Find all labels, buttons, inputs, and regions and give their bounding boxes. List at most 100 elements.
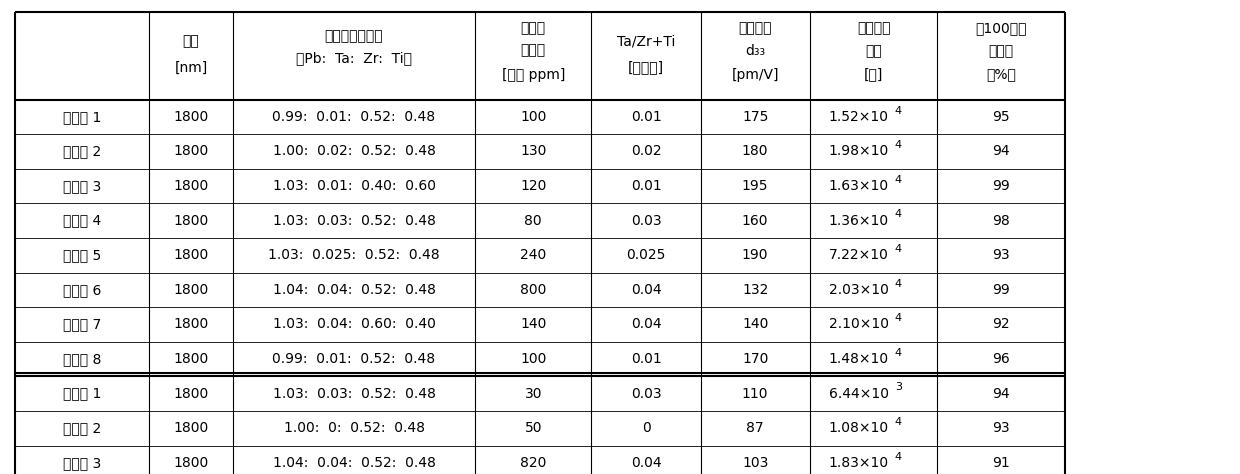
Text: 0.01: 0.01 — [631, 179, 661, 193]
Text: 0.04: 0.04 — [631, 283, 661, 297]
Text: 0.02: 0.02 — [631, 145, 661, 158]
Text: 180: 180 — [742, 145, 769, 158]
Text: 4: 4 — [895, 244, 901, 254]
Text: 0: 0 — [641, 421, 651, 435]
Text: 100: 100 — [520, 352, 547, 366]
Text: d₃₃: d₃₃ — [745, 44, 765, 58]
Text: 比较例 2: 比较例 2 — [63, 421, 100, 435]
Text: 1800: 1800 — [174, 421, 208, 435]
Text: 7.22×10: 7.22×10 — [828, 248, 889, 262]
Text: 30: 30 — [525, 387, 542, 401]
Text: 98: 98 — [992, 214, 1011, 228]
Text: 1800: 1800 — [174, 145, 208, 158]
Text: 96: 96 — [992, 352, 1011, 366]
Text: 碳含量: 碳含量 — [521, 43, 546, 57]
Text: 4: 4 — [895, 348, 901, 358]
Text: 1800: 1800 — [174, 283, 208, 297]
Text: 实施例 2: 实施例 2 — [63, 145, 100, 158]
Text: 实施例 6: 实施例 6 — [63, 283, 100, 297]
Text: 4: 4 — [895, 313, 901, 323]
Text: 92: 92 — [992, 318, 1011, 331]
Text: 80: 80 — [525, 214, 542, 228]
Text: 132: 132 — [742, 283, 769, 297]
Text: 103: 103 — [742, 456, 769, 470]
Text: 1.04:  0.04:  0.52:  0.48: 1.04: 0.04: 0.52: 0.48 — [273, 456, 435, 470]
Text: 1800: 1800 — [174, 179, 208, 193]
Text: 实施例 1: 实施例 1 — [63, 110, 100, 124]
Text: 1.00:  0:  0.52:  0.48: 1.00: 0: 0.52: 0.48 — [284, 421, 424, 435]
Text: 1.03:  0.01:  0.40:  0.60: 1.03: 0.01: 0.40: 0.60 — [273, 179, 435, 193]
Text: 1.08×10: 1.08×10 — [828, 421, 889, 435]
Text: 93: 93 — [992, 421, 1011, 435]
Text: 0.04: 0.04 — [631, 456, 661, 470]
Text: 比较例 1: 比较例 1 — [63, 387, 100, 401]
Text: 1.04:  0.04:  0.52:  0.48: 1.04: 0.04: 0.52: 0.48 — [273, 283, 435, 297]
Text: 800: 800 — [520, 283, 547, 297]
Text: 平均击穿: 平均击穿 — [857, 21, 890, 35]
Text: 94: 94 — [992, 145, 1011, 158]
Text: [秒]: [秒] — [864, 68, 883, 82]
Text: 1.03:  0.03:  0.52:  0.48: 1.03: 0.03: 0.52: 0.48 — [273, 387, 435, 401]
Text: 4: 4 — [895, 140, 901, 150]
Text: 比较例 3: 比较例 3 — [63, 456, 100, 470]
Text: 1.48×10: 1.48×10 — [828, 352, 889, 366]
Text: [质量 ppm]: [质量 ppm] — [501, 68, 565, 82]
Text: 95: 95 — [992, 110, 1011, 124]
Text: 100: 100 — [520, 110, 547, 124]
Text: 1800: 1800 — [174, 456, 208, 470]
Text: [原子比]: [原子比] — [627, 61, 665, 74]
Text: 140: 140 — [520, 318, 547, 331]
Text: 实施例 4: 实施例 4 — [63, 214, 100, 228]
Text: 120: 120 — [520, 179, 547, 193]
Text: 240: 240 — [520, 248, 547, 262]
Text: 175: 175 — [742, 110, 769, 124]
Text: 1800: 1800 — [174, 248, 208, 262]
Text: 0.04: 0.04 — [631, 318, 661, 331]
Text: 1.03:  0.04:  0.60:  0.40: 1.03: 0.04: 0.60: 0.40 — [273, 318, 435, 331]
Text: 4: 4 — [895, 175, 901, 185]
Text: 0.025: 0.025 — [626, 248, 666, 262]
Text: （100）面: （100）面 — [976, 21, 1027, 35]
Text: 实施例 8: 实施例 8 — [63, 352, 100, 366]
Text: 140: 140 — [742, 318, 769, 331]
Text: 1.03:  0.03:  0.52:  0.48: 1.03: 0.03: 0.52: 0.48 — [273, 214, 435, 228]
Text: 膜中金属原子比: 膜中金属原子比 — [325, 29, 383, 43]
Text: 0.99:  0.01:  0.52:  0.48: 0.99: 0.01: 0.52: 0.48 — [273, 352, 435, 366]
Text: 170: 170 — [742, 352, 769, 366]
Text: 1800: 1800 — [174, 352, 208, 366]
Text: 190: 190 — [742, 248, 769, 262]
Text: 93: 93 — [992, 248, 1011, 262]
Text: 1800: 1800 — [174, 214, 208, 228]
Text: 1.63×10: 1.63×10 — [828, 179, 889, 193]
Text: 膜中的: 膜中的 — [521, 21, 546, 35]
Text: 130: 130 — [520, 145, 547, 158]
Text: [pm/V]: [pm/V] — [732, 68, 779, 82]
Text: 4: 4 — [895, 210, 901, 219]
Text: 94: 94 — [992, 387, 1011, 401]
Text: 膜厚: 膜厚 — [182, 35, 200, 48]
Text: 1.00:  0.02:  0.52:  0.48: 1.00: 0.02: 0.52: 0.48 — [273, 145, 435, 158]
Text: 4: 4 — [895, 279, 901, 289]
Text: 2.10×10: 2.10×10 — [828, 318, 889, 331]
Text: [nm]: [nm] — [175, 61, 207, 74]
Text: 1.98×10: 1.98×10 — [828, 145, 889, 158]
Text: 实施例 3: 实施例 3 — [63, 179, 100, 193]
Text: 1.36×10: 1.36×10 — [828, 214, 889, 228]
Text: 4: 4 — [895, 452, 901, 462]
Text: 1800: 1800 — [174, 110, 208, 124]
Text: 3: 3 — [895, 383, 901, 392]
Text: 4: 4 — [895, 417, 901, 427]
Text: 1800: 1800 — [174, 387, 208, 401]
Text: 4: 4 — [895, 106, 901, 116]
Text: 195: 195 — [742, 179, 769, 193]
Text: （Pb:  Ta:  Zr:  Ti）: （Pb: Ta: Zr: Ti） — [296, 51, 412, 65]
Text: 110: 110 — [742, 387, 769, 401]
Text: 时间: 时间 — [866, 44, 882, 58]
Text: 0.01: 0.01 — [631, 352, 661, 366]
Text: 820: 820 — [520, 456, 547, 470]
Text: 6.44×10: 6.44×10 — [828, 387, 889, 401]
Text: 50: 50 — [525, 421, 542, 435]
Text: 1.52×10: 1.52×10 — [828, 110, 889, 124]
Text: Ta/Zr+Ti: Ta/Zr+Ti — [616, 35, 676, 48]
Text: 99: 99 — [992, 179, 1011, 193]
